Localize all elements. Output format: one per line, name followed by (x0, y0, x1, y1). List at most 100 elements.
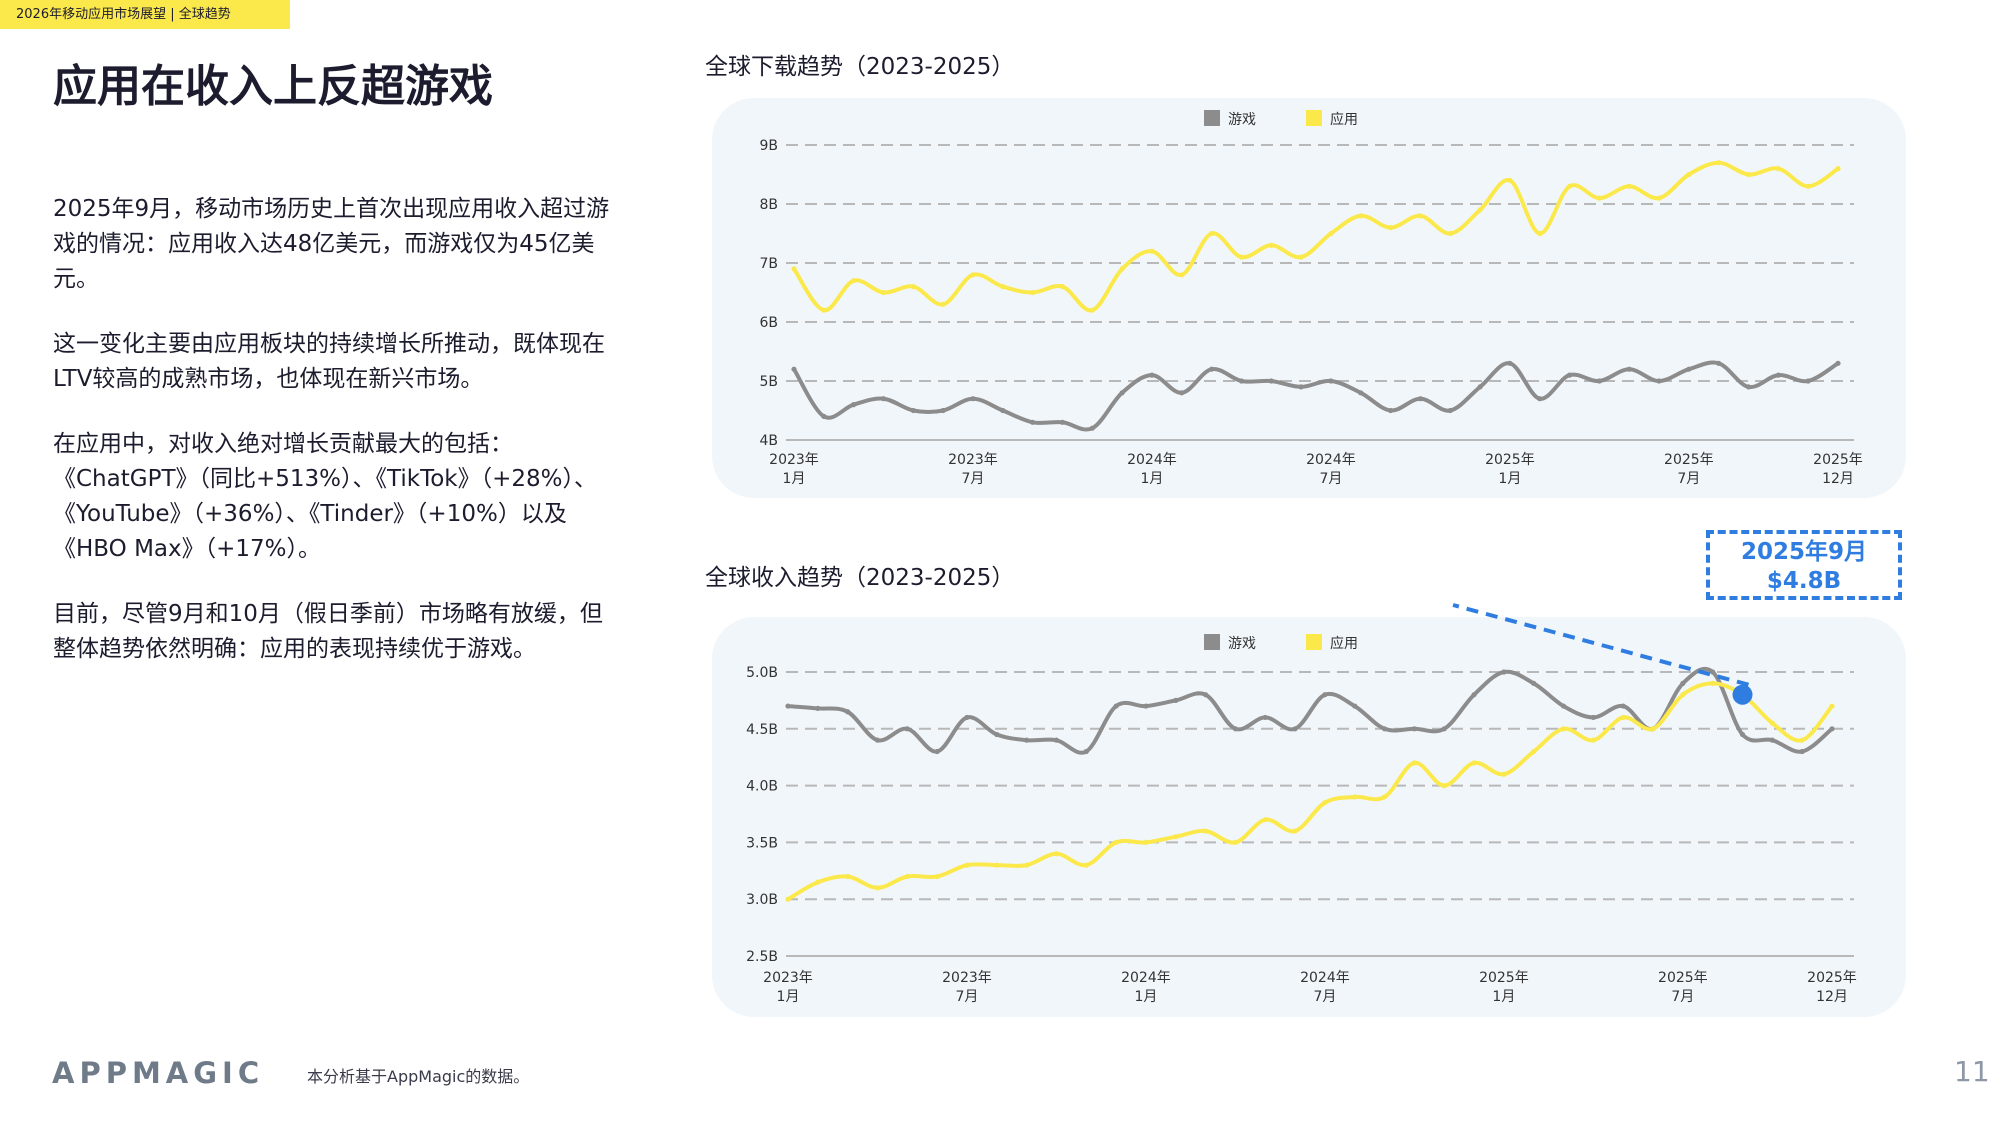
data-point (815, 879, 821, 885)
data-point (1471, 692, 1477, 698)
data-point (1053, 851, 1060, 857)
x-tick-label: 2024年 (1306, 452, 1356, 468)
x-tick-label: 1月 (777, 989, 800, 1005)
x-tick-label: 2025年 (1664, 452, 1714, 468)
series-line (792, 360, 1840, 432)
data-point (1149, 372, 1155, 378)
data-point (1030, 419, 1036, 425)
data-point (1769, 737, 1775, 743)
data-point (1680, 692, 1686, 698)
data-point (785, 896, 791, 902)
data-point (1113, 703, 1119, 709)
x-tick-label: 2025年 (1485, 452, 1535, 468)
data-point (1537, 396, 1543, 402)
body-text: 2025年9月，移动市场历史上首次出现应用收入超过游戏的情况：应用收入达48亿美… (53, 192, 613, 697)
data-point (1411, 760, 1417, 766)
data-point (1113, 839, 1119, 845)
data-point (1775, 166, 1781, 172)
data-point (1441, 783, 1447, 789)
data-point (970, 272, 976, 278)
series-line (786, 666, 1834, 755)
data-point (1232, 726, 1239, 732)
data-point (1805, 378, 1811, 384)
data-point (1447, 407, 1453, 414)
data-point (904, 873, 910, 880)
revenue-chart-title: 全球收入趋势（2023-2025） (705, 565, 1015, 591)
data-point (1739, 731, 1746, 738)
data-point (1441, 726, 1447, 732)
data-point (1209, 366, 1215, 372)
data-point (1173, 834, 1179, 840)
data-point (1829, 703, 1835, 709)
x-tick-label: 2024年 (1121, 970, 1171, 986)
data-point (1024, 862, 1030, 868)
data-point (1292, 726, 1298, 732)
data-point (1745, 171, 1752, 178)
data-point (1119, 266, 1125, 272)
data-point (1238, 378, 1245, 384)
data-point (1053, 737, 1060, 743)
data-point (1083, 862, 1089, 868)
data-point (1799, 748, 1805, 755)
legend-swatch (1204, 110, 1220, 126)
data-point (1179, 390, 1185, 396)
data-point (964, 862, 970, 868)
y-tick-label: 6B (759, 315, 778, 331)
callout-leader (1452, 603, 1750, 687)
data-point (821, 307, 827, 313)
data-point (1358, 390, 1364, 396)
data-point (964, 714, 970, 721)
data-point (910, 284, 916, 290)
data-point (1590, 714, 1596, 721)
data-point (1322, 692, 1328, 698)
x-tick-label: 1月 (1492, 989, 1515, 1005)
data-point (1232, 839, 1239, 845)
data-point (1835, 166, 1841, 172)
data-point (1656, 195, 1662, 201)
data-point (1411, 726, 1417, 732)
downloads-chart: 4B 5B 6B 7B 8B 9B 2023年 1月 2023年 7月 2024年 1月 2024年 7月… (759, 110, 1863, 487)
y-tick-label: 7B (759, 256, 778, 272)
x-tick-label: 2023年 (769, 452, 819, 468)
data-point (1292, 828, 1298, 834)
downloads-chart-title: 全球下载趋势（2023-2025） (705, 54, 1015, 80)
data-point (1387, 407, 1394, 414)
x-tick-label: 12月 (1816, 989, 1848, 1005)
data-point (1537, 230, 1543, 237)
data-point (1381, 726, 1388, 732)
data-point (1501, 669, 1507, 675)
data-point (970, 396, 976, 402)
data-point (1143, 839, 1149, 845)
data-point (845, 709, 851, 715)
data-point (994, 731, 1000, 738)
data-point (1710, 669, 1716, 675)
data-point (934, 873, 940, 880)
data-point (1352, 794, 1358, 800)
data-point (1686, 366, 1692, 372)
data-point (1477, 384, 1483, 390)
data-point (1531, 680, 1537, 686)
y-tick-label: 5B (759, 374, 778, 390)
callout-date: 2025年9月 (1740, 539, 1868, 565)
data-point (815, 705, 821, 711)
x-tick-label: 1月 (1134, 989, 1157, 1005)
data-point (1626, 183, 1632, 189)
data-point (940, 407, 946, 414)
data-point (1417, 396, 1423, 402)
x-tick-label: 2023年 (763, 970, 813, 986)
paragraph: 在应用中，对收入绝对增长贡献最大的包括：《ChatGPT》（同比+513%）、《… (53, 431, 597, 562)
revenue-chart: 2.5B 3.0B 3.5B 4.0B 4.5B 5.0B 2023年 1月 2023年 7月 20… (746, 603, 1857, 1005)
x-tick-label: 2023年 (948, 452, 998, 468)
x-tick-label: 12月 (1822, 471, 1854, 487)
y-tick-label: 5.0B (746, 665, 778, 681)
legend-label: 应用 (1330, 111, 1358, 128)
data-point (1179, 272, 1185, 278)
data-point (1590, 737, 1596, 743)
x-tick-label: 2024年 (1300, 970, 1350, 986)
data-point (1775, 372, 1781, 378)
x-tick-label: 1月 (783, 471, 806, 487)
x-tick-label: 2023年 (942, 970, 992, 986)
paragraph: 目前，尽管9月和10月（假日季前）市场略有放缓，但整体趋势依然明确：应用的表现持… (53, 601, 603, 662)
y-tick-label: 2.5B (746, 949, 778, 965)
data-point (1680, 680, 1686, 686)
